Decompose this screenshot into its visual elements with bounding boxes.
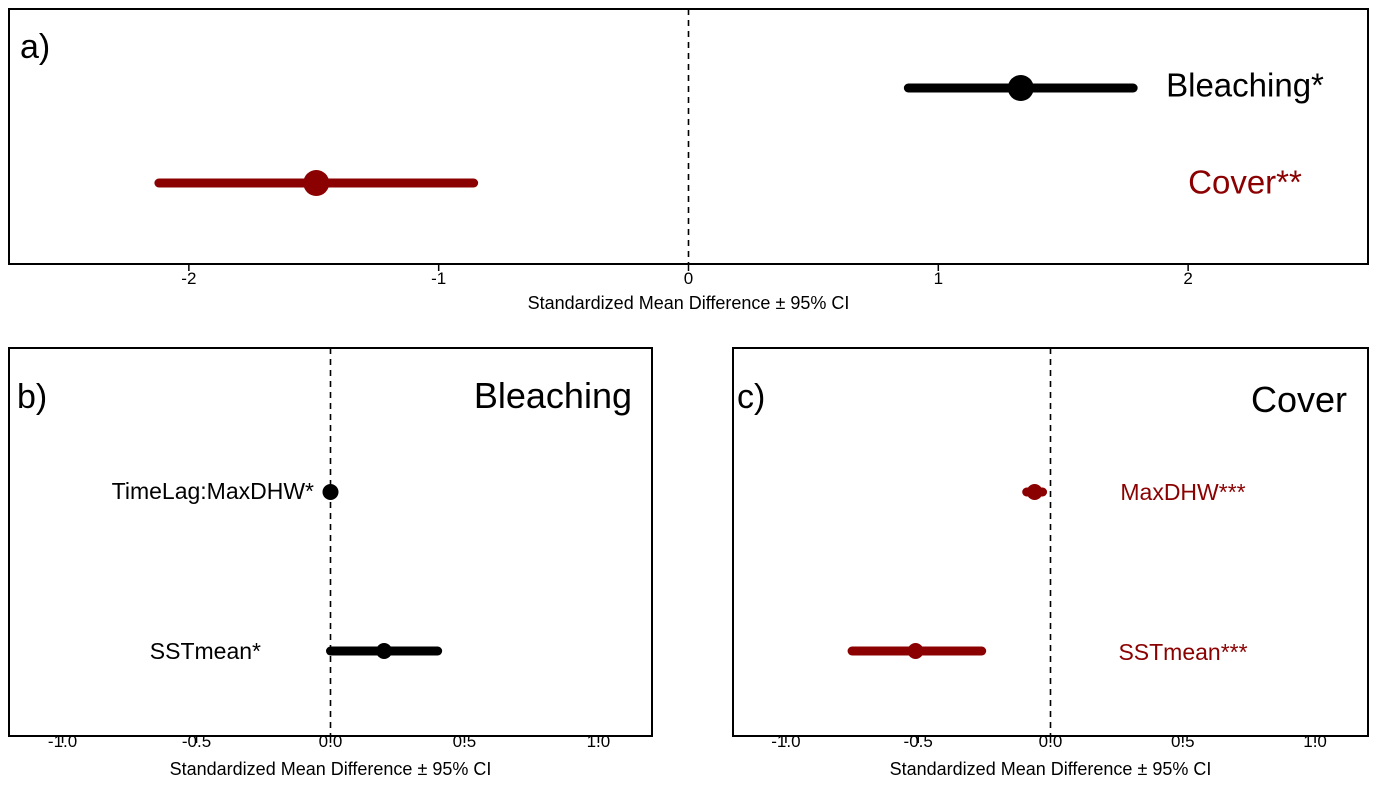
x-tick-label: -1.0	[771, 732, 800, 751]
x-tick-label: 0	[684, 269, 693, 288]
point-estimate	[907, 643, 924, 659]
effect-label: SSTmean***	[1118, 639, 1247, 665]
x-tick-label: 0.5	[1171, 732, 1195, 751]
x-tick-label: 0.0	[1039, 732, 1063, 751]
x-tick-label: -1.0	[48, 732, 77, 751]
panel-letter: b)	[17, 378, 47, 416]
panel-title: Bleaching	[474, 375, 632, 416]
x-tick-label: -0.5	[904, 732, 933, 751]
x-tick-label: 0.0	[319, 732, 343, 751]
x-tick-label: -2	[181, 269, 196, 288]
point-estimate	[303, 170, 330, 196]
effect-label: TimeLag:MaxDHW*	[112, 478, 314, 504]
x-axis-label: Standardized Mean Difference ± 95% CI	[528, 293, 850, 313]
x-axis-label: Standardized Mean Difference ± 95% CI	[170, 759, 492, 779]
panel-c: -1.0 -0.5 0.0 0.5 1.0 Standardized Mean Diffe…	[732, 347, 1369, 779]
panel-a: -2 -1 0 1 2 Standardized Mean Difference ± 95…	[8, 8, 1369, 313]
x-tick-label: 1.0	[1303, 732, 1327, 751]
panel-b: -1.0 -0.5 0.0 0.5 1.0 Standardized Mean Diffe…	[8, 347, 653, 779]
panel-letter: a)	[20, 28, 50, 66]
point-estimate	[376, 643, 393, 659]
effect-label: Bleaching*	[1166, 67, 1324, 104]
x-tick-label: 1	[934, 269, 943, 288]
effect-label: Cover**	[1188, 164, 1302, 201]
effect-label: SSTmean*	[150, 638, 261, 664]
x-tick-label: -1	[431, 269, 446, 288]
x-tick-label: 2	[1183, 269, 1192, 288]
x-tick-label: 0.5	[453, 732, 477, 751]
point-estimate	[1026, 484, 1043, 500]
point-estimate	[1007, 75, 1034, 101]
point-estimate	[322, 484, 339, 500]
effect-label: MaxDHW***	[1120, 479, 1245, 505]
x-tick-label: -0.5	[182, 732, 211, 751]
x-axis-label: Standardized Mean Difference ± 95% CI	[890, 759, 1212, 779]
panel-title: Cover	[1251, 379, 1347, 420]
panel-letter: c)	[737, 378, 765, 416]
x-tick-label: 1.0	[587, 732, 611, 751]
